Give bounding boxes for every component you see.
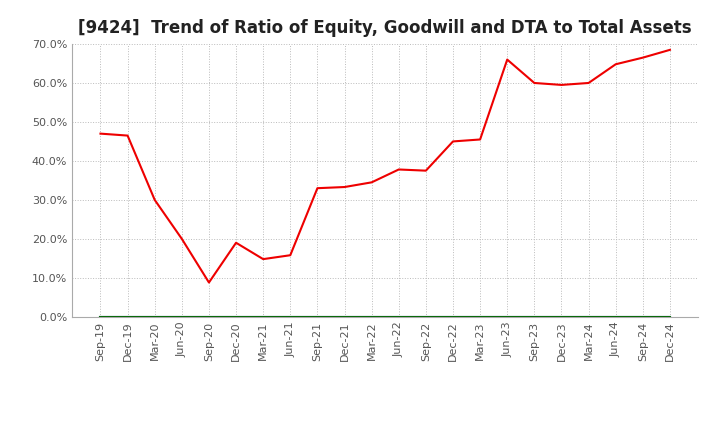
Deferred Tax Assets <box>150 314 159 319</box>
Goodwill <box>476 314 485 319</box>
Deferred Tax Assets <box>557 314 566 319</box>
Goodwill <box>341 314 349 319</box>
Equity <box>286 253 294 258</box>
Equity <box>503 57 511 62</box>
Deferred Tax Assets <box>232 314 240 319</box>
Goodwill <box>611 314 620 319</box>
Deferred Tax Assets <box>313 314 322 319</box>
Goodwill <box>557 314 566 319</box>
Goodwill <box>530 314 539 319</box>
Equity <box>449 139 457 144</box>
Deferred Tax Assets <box>259 314 268 319</box>
Deferred Tax Assets <box>123 314 132 319</box>
Deferred Tax Assets <box>341 314 349 319</box>
Goodwill <box>96 314 105 319</box>
Equity <box>96 131 105 136</box>
Deferred Tax Assets <box>178 314 186 319</box>
Goodwill <box>259 314 268 319</box>
Deferred Tax Assets <box>204 314 213 319</box>
Goodwill <box>449 314 457 319</box>
Goodwill <box>204 314 213 319</box>
Line: Equity: Equity <box>101 50 670 282</box>
Deferred Tax Assets <box>476 314 485 319</box>
Deferred Tax Assets <box>286 314 294 319</box>
Equity <box>232 240 240 246</box>
Equity <box>395 167 403 172</box>
Equity <box>639 55 647 60</box>
Equity <box>259 257 268 262</box>
Legend: Equity, Goodwill, Deferred Tax Assets: Equity, Goodwill, Deferred Tax Assets <box>191 438 580 440</box>
Equity <box>313 186 322 191</box>
Deferred Tax Assets <box>611 314 620 319</box>
Goodwill <box>178 314 186 319</box>
Deferred Tax Assets <box>665 314 674 319</box>
Goodwill <box>639 314 647 319</box>
Equity <box>421 168 430 173</box>
Equity <box>476 137 485 142</box>
Goodwill <box>503 314 511 319</box>
Deferred Tax Assets <box>530 314 539 319</box>
Deferred Tax Assets <box>421 314 430 319</box>
Goodwill <box>286 314 294 319</box>
Goodwill <box>421 314 430 319</box>
Deferred Tax Assets <box>639 314 647 319</box>
Goodwill <box>150 314 159 319</box>
Deferred Tax Assets <box>449 314 457 319</box>
Equity <box>557 82 566 88</box>
Goodwill <box>395 314 403 319</box>
Title: [9424]  Trend of Ratio of Equity, Goodwill and DTA to Total Assets: [9424] Trend of Ratio of Equity, Goodwil… <box>78 19 692 37</box>
Deferred Tax Assets <box>584 314 593 319</box>
Equity <box>665 47 674 52</box>
Equity <box>611 62 620 67</box>
Goodwill <box>665 314 674 319</box>
Equity <box>530 81 539 86</box>
Equity <box>341 184 349 190</box>
Equity <box>584 81 593 86</box>
Deferred Tax Assets <box>503 314 511 319</box>
Equity <box>123 133 132 138</box>
Goodwill <box>584 314 593 319</box>
Goodwill <box>123 314 132 319</box>
Equity <box>367 180 376 185</box>
Equity <box>204 280 213 285</box>
Goodwill <box>232 314 240 319</box>
Goodwill <box>367 314 376 319</box>
Equity <box>178 236 186 242</box>
Deferred Tax Assets <box>96 314 105 319</box>
Deferred Tax Assets <box>367 314 376 319</box>
Deferred Tax Assets <box>395 314 403 319</box>
Equity <box>150 197 159 202</box>
Goodwill <box>313 314 322 319</box>
